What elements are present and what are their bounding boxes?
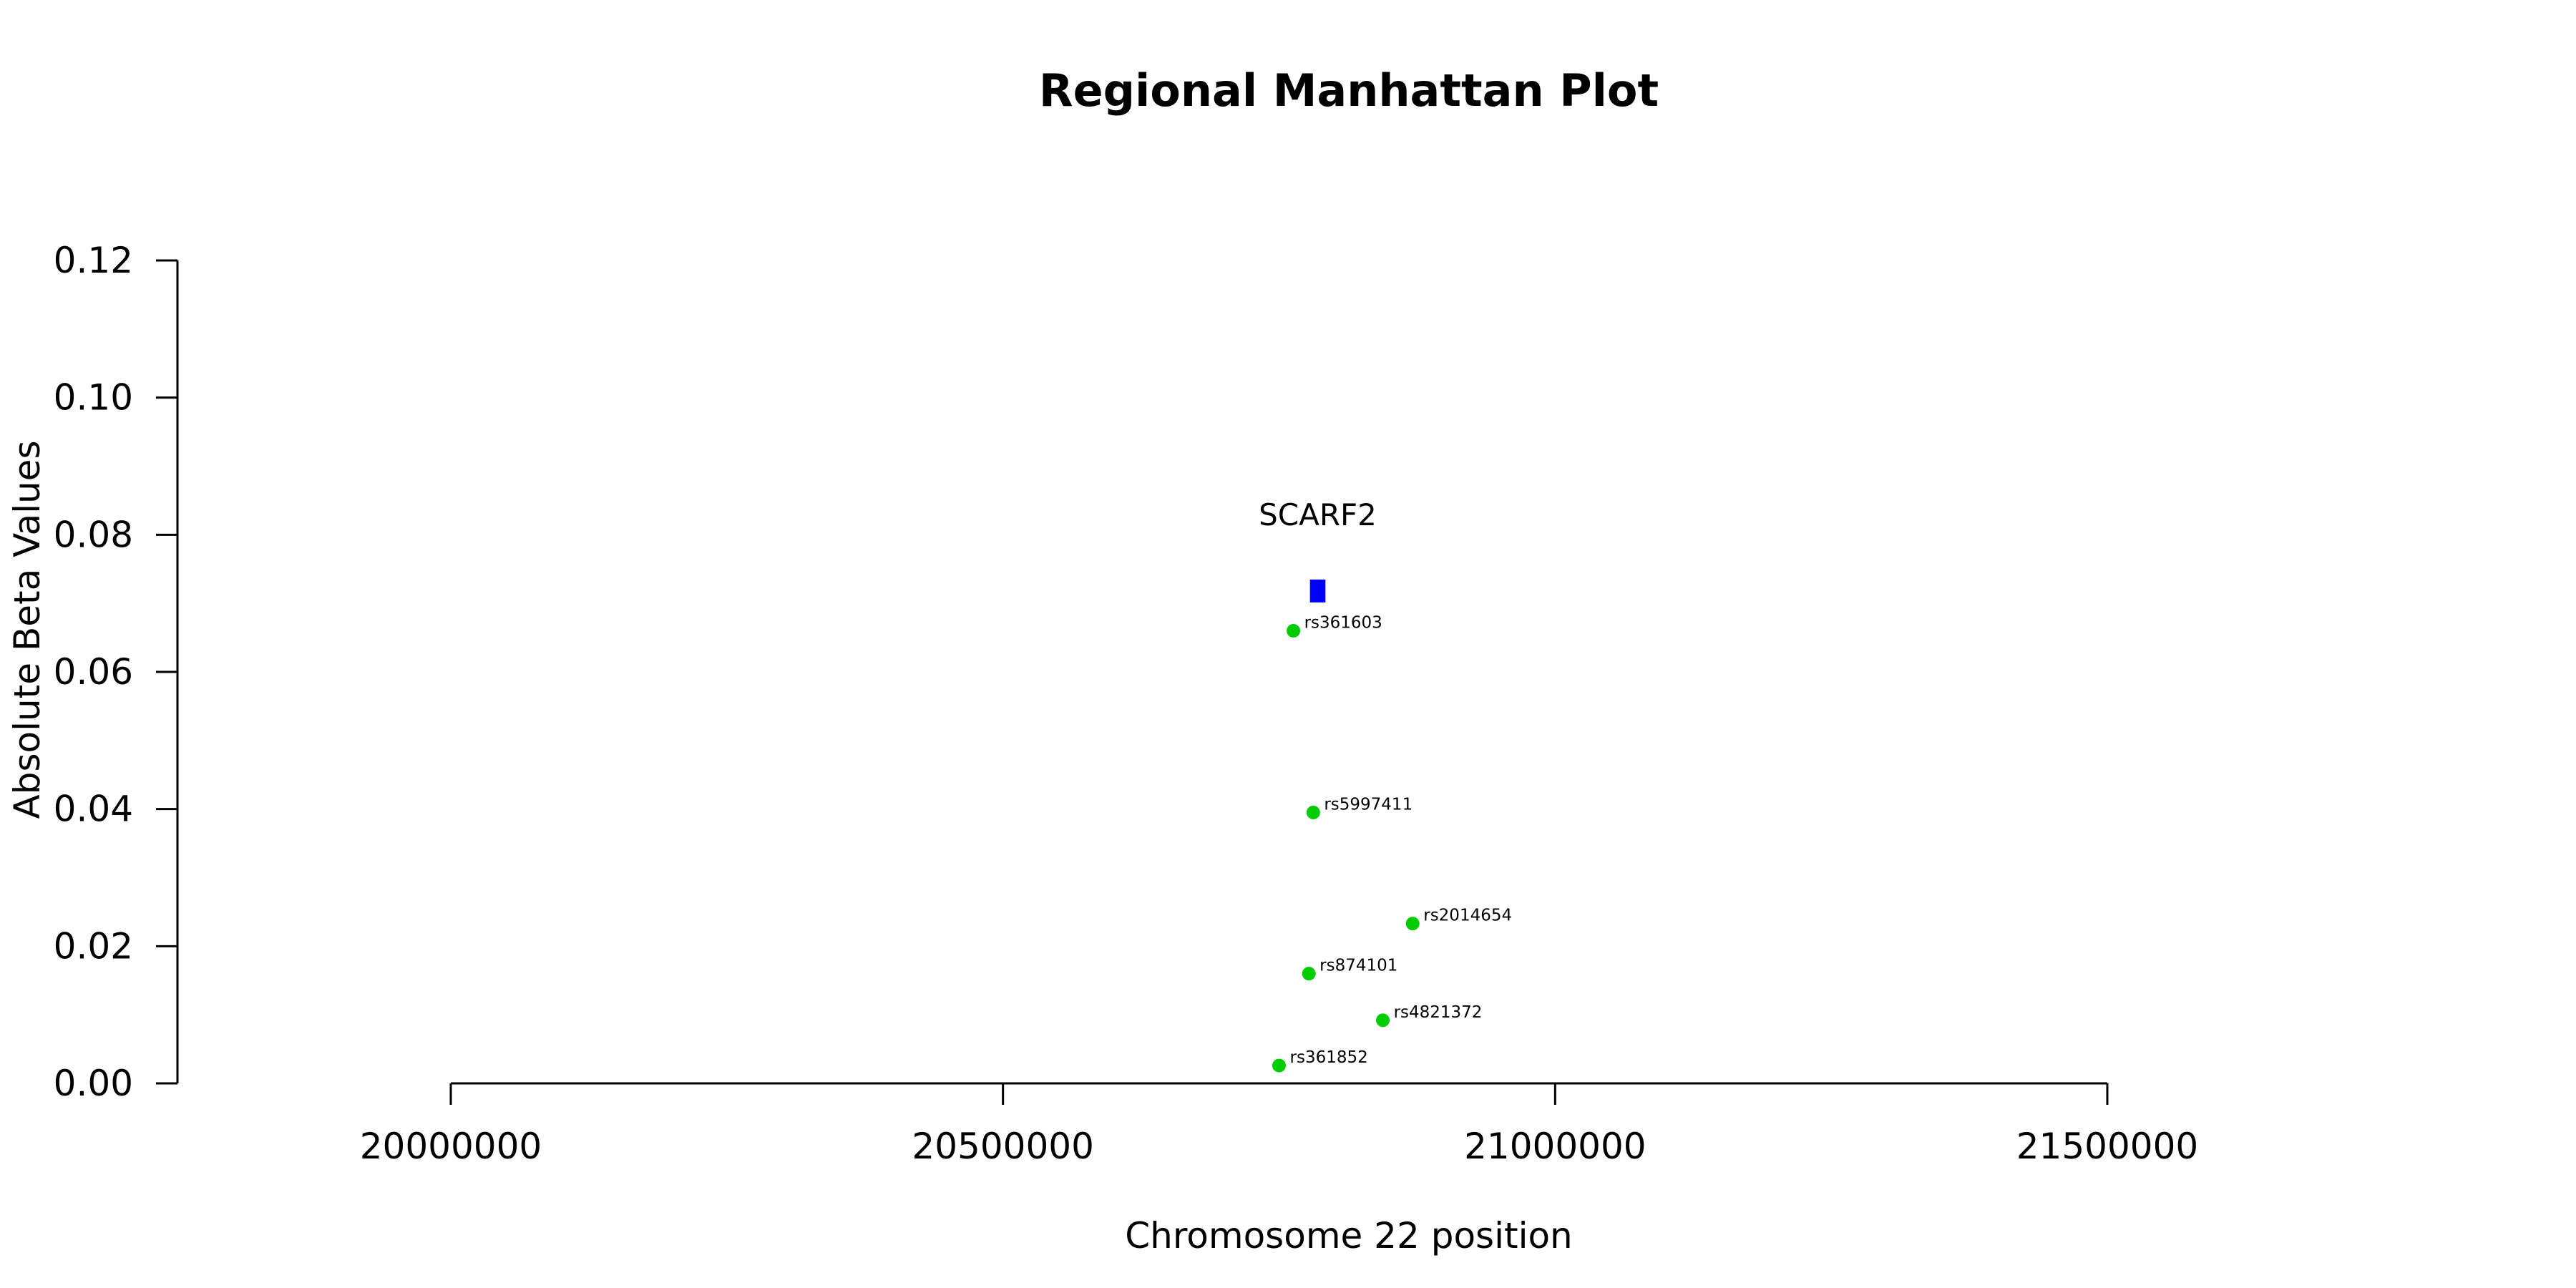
snp-points: rs361603 rs5997411 rs2014654 rs874101 rs4821… — [1272, 614, 1512, 1073]
snp-label: rs874101 — [1319, 957, 1397, 975]
snp-point — [1376, 1013, 1390, 1028]
y-tick-label: 0.06 — [54, 651, 133, 693]
snp-point — [1287, 624, 1301, 638]
y-tick-label: 0.04 — [54, 789, 133, 830]
gene-label: SCARF2 — [1259, 497, 1377, 532]
x-tick-label: 20500000 — [912, 1126, 1094, 1167]
axes: 0.00 0.02 0.04 0.06 0.08 0.10 0.12 20000000 2050… — [54, 240, 2199, 1167]
snp-label: rs4821372 — [1394, 1003, 1483, 1022]
y-tick-label: 0.08 — [54, 514, 133, 555]
snp-label: rs2014654 — [1423, 907, 1512, 925]
snp-point — [1405, 917, 1420, 931]
snp-point — [1272, 1058, 1286, 1073]
x-axis-title: Chromosome 22 position — [1125, 1215, 1573, 1257]
snp-point — [1302, 967, 1316, 981]
snp-point — [1306, 805, 1320, 819]
gene-annotations: SCARF2 — [1259, 497, 1377, 602]
y-tick-label: 0.02 — [54, 925, 133, 967]
snp-label: rs5997411 — [1324, 795, 1413, 814]
y-tick-label: 0.10 — [54, 377, 133, 419]
snp-label: rs361852 — [1290, 1048, 1368, 1067]
gene-box — [1309, 579, 1326, 602]
y-tick-label: 0.00 — [54, 1063, 133, 1104]
x-tick-label: 21500000 — [2016, 1126, 2199, 1167]
snp-label: rs361603 — [1304, 614, 1382, 633]
y-axis-title: Absolute Beta Values — [6, 441, 48, 819]
y-tick-label: 0.12 — [54, 240, 133, 281]
x-tick-label: 20000000 — [360, 1126, 542, 1167]
x-tick-label: 21000000 — [1464, 1126, 1646, 1167]
chart-title: Regional Manhattan Plot — [1039, 64, 1659, 117]
